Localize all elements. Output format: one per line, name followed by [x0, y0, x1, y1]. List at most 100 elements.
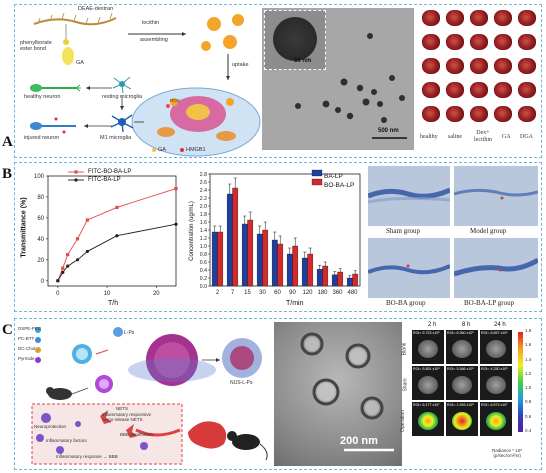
imaging-roi-label: ROI= 6.573 x10⁷	[481, 403, 508, 407]
imaging-roi-label: ROI= 1.993 x10⁸	[447, 403, 474, 407]
line-ytick-label: 40	[37, 237, 44, 243]
imaging-roi-label: ROI= 4.250 x10⁵	[481, 367, 508, 371]
brain-section	[518, 10, 536, 26]
panel-c-schematic: DSPE-PEG PC-BTT DC-Chol Pyrmide L-Ps NUS…	[16, 320, 270, 468]
bar-0-1	[226, 193, 233, 287]
bar-xtick-label: 15	[244, 290, 251, 296]
m1-label: M1 microglia	[100, 135, 132, 141]
bar-ytick-label: 1.4	[200, 228, 207, 234]
bar-1-3	[262, 229, 269, 287]
bar-xtick-label: 90	[289, 290, 296, 296]
line-chart-ylabel: Transmittance (%)	[20, 197, 28, 258]
imaging-signal	[418, 340, 438, 358]
uptake-label: uptake	[232, 62, 249, 68]
brain-section	[446, 106, 464, 122]
tem-inset-a	[264, 10, 326, 70]
panel-c-schematic-drawing	[31, 327, 268, 465]
colorbar-tick: 1.4	[525, 356, 532, 362]
colorbar	[518, 332, 523, 432]
bar-1-1	[232, 187, 239, 287]
colorbar-tick: 0.6	[525, 413, 532, 419]
line-xtick-label: 20	[153, 291, 160, 297]
imaging-signal	[418, 376, 438, 394]
brain-section	[422, 34, 440, 50]
bar-1-4	[277, 243, 284, 287]
imaging-roi-label: ROI= 5.586 x10⁵	[447, 367, 474, 371]
imaging-col-24h: 24 h	[494, 322, 506, 328]
bar-xtick-label: 7	[231, 290, 235, 296]
bar-ytick-label: 0.2	[200, 276, 207, 282]
histology-caption-model: Model group	[470, 227, 507, 235]
colorbar-tick: 0.8	[525, 399, 532, 405]
bar-ytick-label: 1.8	[200, 212, 207, 218]
bar-ytick-label: 2.6	[200, 180, 207, 186]
bar-0-9	[346, 277, 353, 287]
imaging-cell: ROI= 5.697 x10⁵	[480, 330, 512, 364]
imaging-roi-label: ROI= 6.360 x10⁵	[447, 331, 474, 335]
bar-ytick-label: 1.2	[200, 236, 207, 242]
legend-ga-label: GA	[158, 147, 166, 153]
line-point	[85, 218, 89, 222]
bar-xtick-label: 30	[259, 290, 266, 296]
brain-section	[470, 10, 488, 26]
line-point	[75, 237, 80, 241]
brain-section	[494, 10, 512, 26]
brain-section	[446, 82, 464, 98]
line-legend-marker	[74, 170, 78, 174]
imaging-cell: ROI= 6.360 x10⁵	[446, 330, 478, 364]
panel-b	[14, 162, 542, 312]
bar-1-7	[322, 265, 329, 287]
tem-scale-c: 200 nm	[340, 435, 378, 447]
imaging-signal	[486, 376, 506, 394]
colorbar-label: Radiance * 10⁸ (p/sec/cm²/sr)	[492, 448, 523, 458]
tem-inset-scale-a: 50 nm	[294, 58, 312, 64]
bar-ytick-label: 2.8	[200, 172, 207, 178]
dspe-label: DSPE-PEG	[18, 326, 42, 331]
line-series-1	[57, 223, 177, 281]
imaging-roi-label: ROI= 5.697 x10⁵	[481, 331, 508, 335]
bar-1-8	[337, 271, 344, 287]
imaging-panel: 2 h 8 h 24 h Blank Sham Operation ROI= 5…	[400, 322, 540, 468]
brain-section	[494, 82, 512, 98]
brain-group-dex: Dex+ lecithin	[474, 130, 492, 143]
line-legend-1: FITC-BA-LP	[88, 177, 121, 183]
colorbar-tick: 1.8	[525, 328, 532, 333]
deae-label: DEAE-dextran	[78, 6, 114, 12]
bar-0-3	[256, 233, 263, 287]
bar-ytick-label: 0.4	[200, 268, 207, 274]
bar-0-4	[271, 239, 278, 287]
bar-1-5	[292, 245, 299, 287]
line-point	[61, 270, 65, 274]
line-xtick-label: 10	[104, 291, 111, 297]
brain-section	[518, 34, 536, 50]
imaging-cell: ROI= 1.993 x10⁸	[446, 402, 478, 436]
imaging-cell: ROI= 6.177 x10⁷	[412, 402, 444, 436]
brain-group-dga: DGA	[520, 134, 533, 140]
imaging-cell: ROI= 5.723 x10⁵	[412, 330, 444, 364]
bar-ytick-label: 1.0	[200, 244, 207, 250]
tem-image-a: 50 nm 500 nm	[262, 8, 414, 150]
bar-0-7	[316, 269, 323, 287]
bar-ytick-label: 2.4	[200, 188, 207, 194]
bar-chart-xlabel: T/min	[286, 300, 304, 307]
line-legend-0: FITC-BO-BA-LP	[88, 169, 132, 175]
brain-section	[422, 10, 440, 26]
tem-particles-a	[295, 33, 407, 139]
panel-c	[14, 318, 542, 470]
imaging-roi-label: ROI= 5.723 x10⁵	[413, 331, 440, 335]
colorbar-tick: 0.4	[525, 428, 532, 433]
brain-group-ga: GA	[502, 134, 511, 140]
line-chart-frame	[47, 175, 177, 287]
imaging-cell: ROI= 5.586 x10⁵	[446, 366, 478, 400]
panel-a	[14, 4, 542, 158]
line-ytick-label: 60	[37, 216, 44, 222]
bar-xtick-label: 180	[317, 290, 328, 296]
imaging-signal	[452, 412, 472, 430]
tem-vesicles-c	[300, 332, 394, 452]
line-ytick-label: 20	[37, 258, 44, 264]
imaging-col-2h: 2 h	[428, 322, 437, 328]
bar-xtick-label: 120	[302, 290, 313, 296]
brain-section	[446, 58, 464, 74]
bar-ytick-label: 2.2	[200, 196, 207, 202]
brain-group-healthy: healthy	[420, 134, 438, 140]
